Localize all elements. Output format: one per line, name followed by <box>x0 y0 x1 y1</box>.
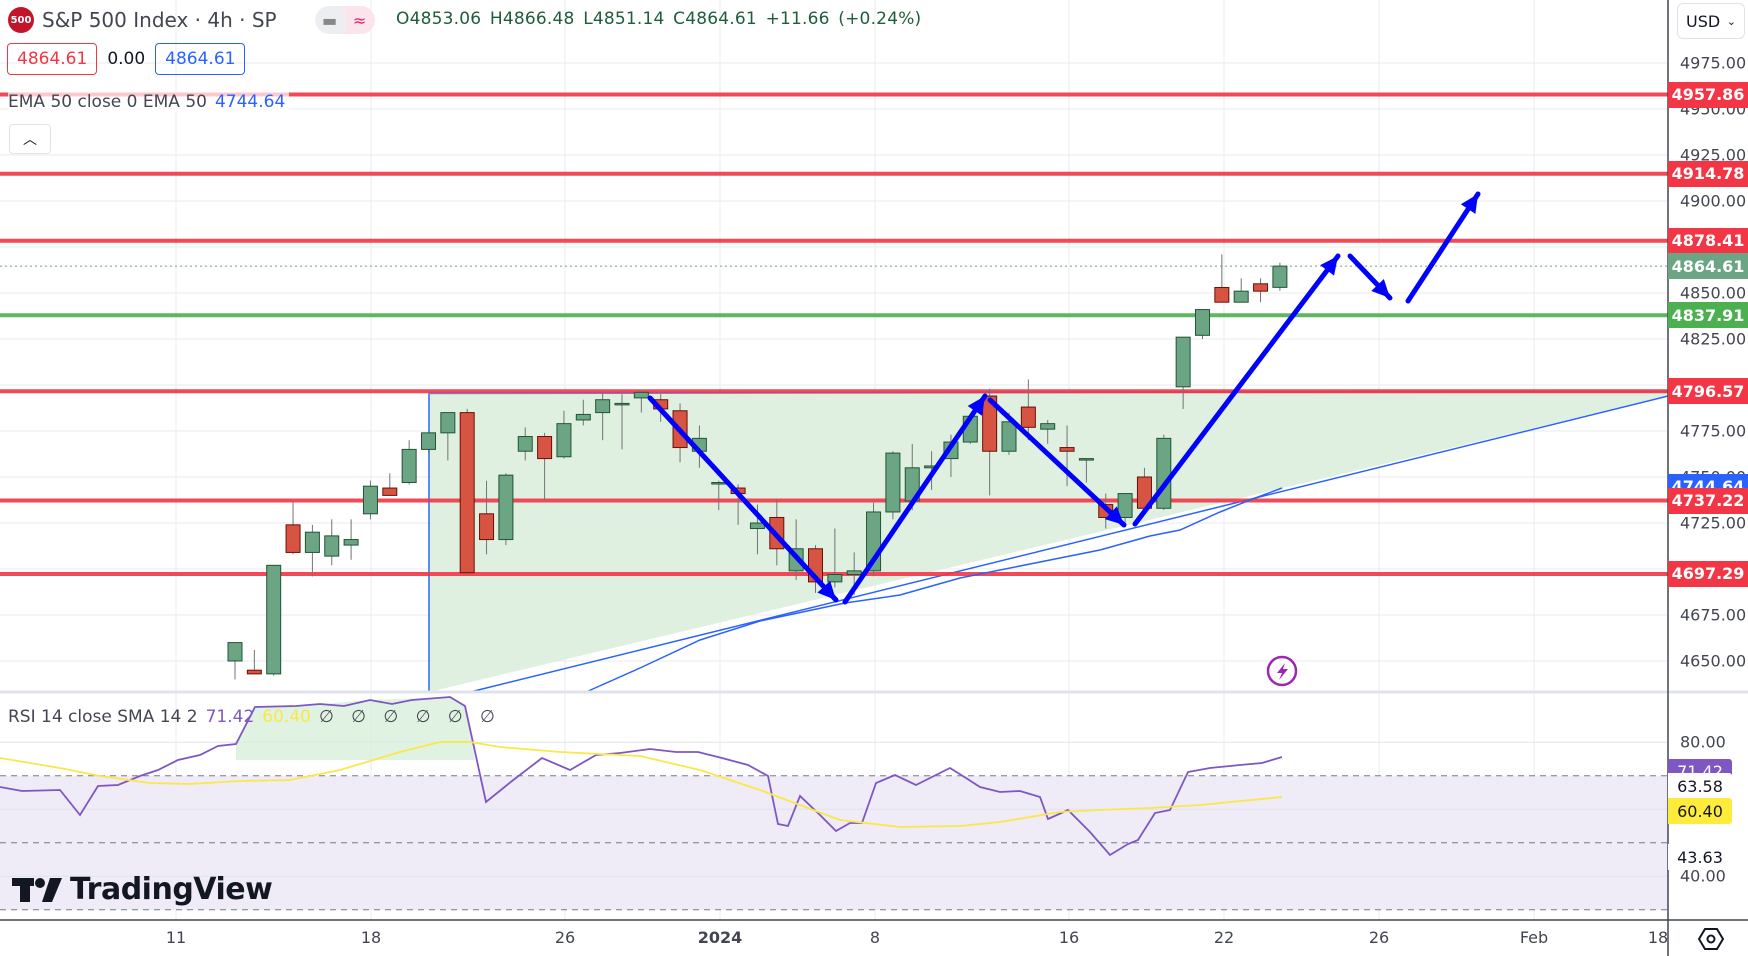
collapse-legend-button[interactable]: ︿ <box>9 124 51 154</box>
chevron-down-icon: ⌄ <box>1726 14 1736 28</box>
price-tick: 4850.00 <box>1680 283 1747 303</box>
price-level-tag: 4878.41 <box>1668 227 1748 254</box>
rsi-level-tag: 60.40 <box>1668 798 1732 824</box>
price-level-tag: 4837.91 <box>1668 302 1748 329</box>
change-value: +11.66 (+0.24%) <box>765 9 922 29</box>
time-label: 11 <box>165 928 187 947</box>
ascending-triangle-pattern <box>428 390 1669 693</box>
time-label: 8 <box>869 928 881 947</box>
price-tick: 4925.00 <box>1680 145 1747 165</box>
price-tick: 4825.00 <box>1680 329 1747 349</box>
quick-trade: 4864.61 0.00 4864.61 <box>7 43 246 75</box>
close-value: C4864.61 <box>673 9 757 29</box>
price-level-tag: 4697.29 <box>1668 560 1748 587</box>
price-tick: 4675.00 <box>1680 605 1747 625</box>
price-tick: 4900.00 <box>1680 191 1747 211</box>
time-label: 18 <box>1647 928 1669 947</box>
market-closed-icon: ▬ <box>314 6 345 34</box>
time-label: Feb <box>1519 928 1549 947</box>
price-tick: 4650.00 <box>1680 651 1747 671</box>
tradingview-logo[interactable]: TradingView <box>12 872 273 907</box>
ema-value: 4744.64 <box>214 92 286 112</box>
spread-value: 0.00 <box>107 49 146 69</box>
rsi-level-tag: 63.58 <box>1668 773 1732 799</box>
rsi-tick: 80.00 <box>1680 732 1726 752</box>
lightning-icon[interactable] <box>1266 655 1298 687</box>
tradingview-logo-icon <box>12 877 62 902</box>
symbol-legend[interactable]: 500 S&P 500 Index · 4h · SP ▬ ≈ <box>8 6 375 34</box>
time-label: 16 <box>1058 928 1080 947</box>
price-level-tag: 4737.22 <box>1668 487 1748 514</box>
high-value: H4866.48 <box>489 9 575 29</box>
symbol-logo: 500 <box>8 7 34 33</box>
rsi-pane <box>0 696 1668 911</box>
low-value: L4851.14 <box>583 9 665 29</box>
rsi-label: RSI 14 close SMA 14 2 <box>8 707 198 727</box>
chevron-up-icon: ︿ <box>23 132 37 148</box>
rsi-value: 71.42 <box>205 707 255 727</box>
rsi-empty-values: ∅ ∅ ∅ ∅ ∅ ∅ <box>318 707 501 727</box>
time-label: 26 <box>1368 928 1390 947</box>
currency-label: USD <box>1686 11 1721 31</box>
open-value: O4853.06 <box>396 9 482 29</box>
ohlc-values: O4853.06 H4866.48 L4851.14 C4864.61 +11.… <box>396 9 921 29</box>
rsi-sma-value: 60.40 <box>262 707 311 727</box>
price-level-tag: 4796.57 <box>1668 378 1748 405</box>
ema-legend[interactable]: EMA 50 close 0 EMA 50 4744.64 <box>8 92 290 112</box>
rsi-legend[interactable]: RSI 14 close SMA 14 2 71.42 60.40 ∅ ∅ ∅ … <box>8 707 501 727</box>
price-tick: 4975.00 <box>1680 53 1747 73</box>
tradingview-wordmark: TradingView <box>70 872 273 907</box>
price-level-tag: 4914.78 <box>1668 160 1748 187</box>
time-label: 26 <box>554 928 576 947</box>
symbol-title[interactable]: S&P 500 Index · 4h · SP <box>42 8 277 32</box>
price-tick: 4725.00 <box>1680 513 1747 533</box>
ema-label: EMA 50 close 0 EMA 50 <box>8 92 207 112</box>
currency-select[interactable]: USD ⌄ <box>1677 3 1745 39</box>
price-tick: 4775.00 <box>1680 421 1747 441</box>
settings-gear-icon[interactable] <box>1698 926 1724 952</box>
sell-button[interactable]: 4864.61 <box>7 43 98 75</box>
price-level-tag: 4864.61 <box>1668 253 1748 280</box>
time-label: 18 <box>360 928 382 947</box>
time-label: 22 <box>1213 928 1235 947</box>
price-level-tag: 4957.86 <box>1668 81 1748 108</box>
buy-button[interactable]: 4864.61 <box>155 43 246 75</box>
market-status-pill[interactable]: ▬ ≈ <box>314 6 375 34</box>
rsi-tick: 40.00 <box>1680 866 1726 886</box>
horizontal-levels <box>0 92 1668 576</box>
rsi-level-tag: 43.63 <box>1668 844 1732 870</box>
trend-arrows <box>647 191 1481 605</box>
ema-line <box>585 487 1283 693</box>
delayed-data-icon: ≈ <box>344 6 375 34</box>
time-label: 2024 <box>697 928 743 947</box>
